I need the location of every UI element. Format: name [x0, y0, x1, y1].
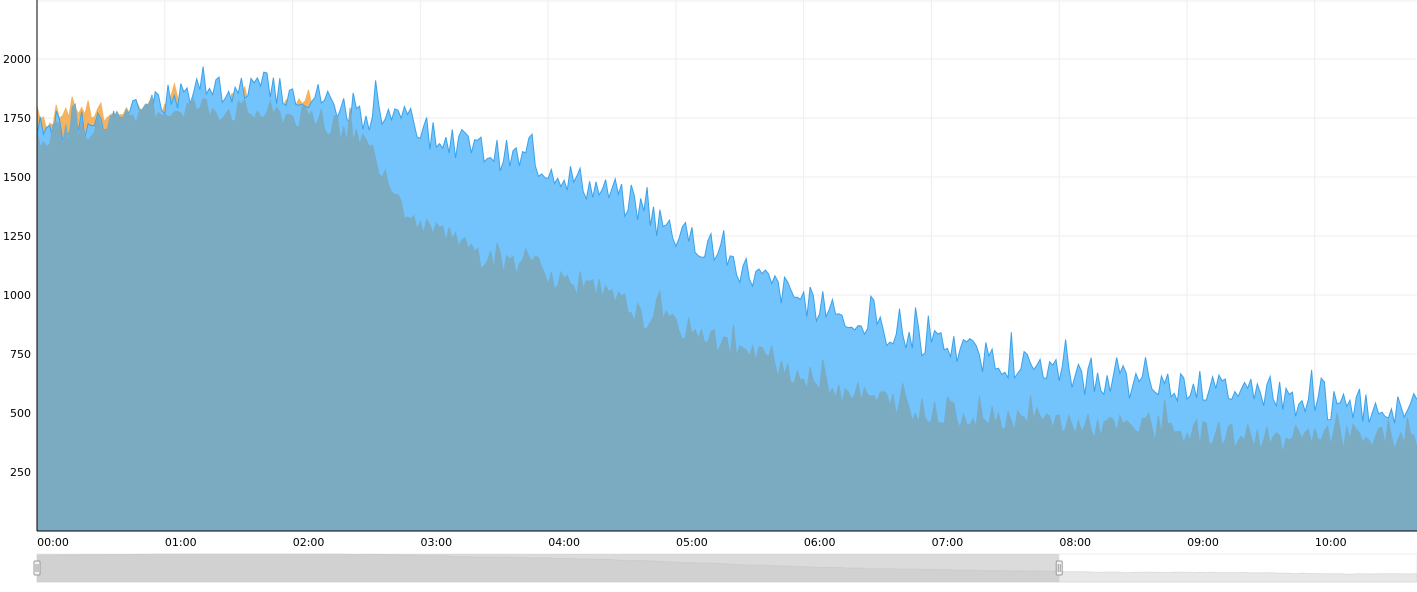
y-tick-label: 500: [10, 407, 31, 420]
x-tick-label: 04:00: [548, 536, 580, 549]
x-tick-label: 06:00: [804, 536, 836, 549]
series-line: [36, 66, 1417, 424]
navigator-handle-left[interactable]: [33, 560, 41, 576]
x-tick-label: 03:00: [420, 536, 452, 549]
navigator[interactable]: [33, 553, 1417, 583]
series-line: [36, 94, 1417, 454]
x-tick-label: 01:00: [165, 536, 197, 549]
x-tick-label: 02:00: [293, 536, 325, 549]
axis-layer: 250 500 750 1000 1250 1500 1750 2000 00:00 01:00 0…: [3, 0, 1417, 549]
y-tick-label: 750: [10, 348, 31, 361]
x-tick-label: 08:00: [1059, 536, 1091, 549]
y-tick-label: 1750: [3, 112, 31, 125]
x-tick-label: 10:00: [1315, 536, 1347, 549]
y-tick-label: 2000: [3, 53, 31, 66]
y-tick-label: 1000: [3, 289, 31, 302]
y-tick-label: 1500: [3, 171, 31, 184]
x-tick-label: 00:00: [37, 536, 69, 549]
series-area: [37, 94, 1417, 531]
navigator-selected-range: [37, 554, 1060, 582]
y-tick-label: 250: [10, 466, 31, 479]
x-tick-label: 09:00: [1187, 536, 1219, 549]
navigator-handle-right[interactable]: [1055, 560, 1063, 576]
x-tick-label: 07:00: [932, 536, 964, 549]
x-tick-label: 05:00: [676, 536, 708, 549]
y-tick-label: 1250: [3, 230, 31, 243]
series-layer: [36, 66, 1417, 532]
